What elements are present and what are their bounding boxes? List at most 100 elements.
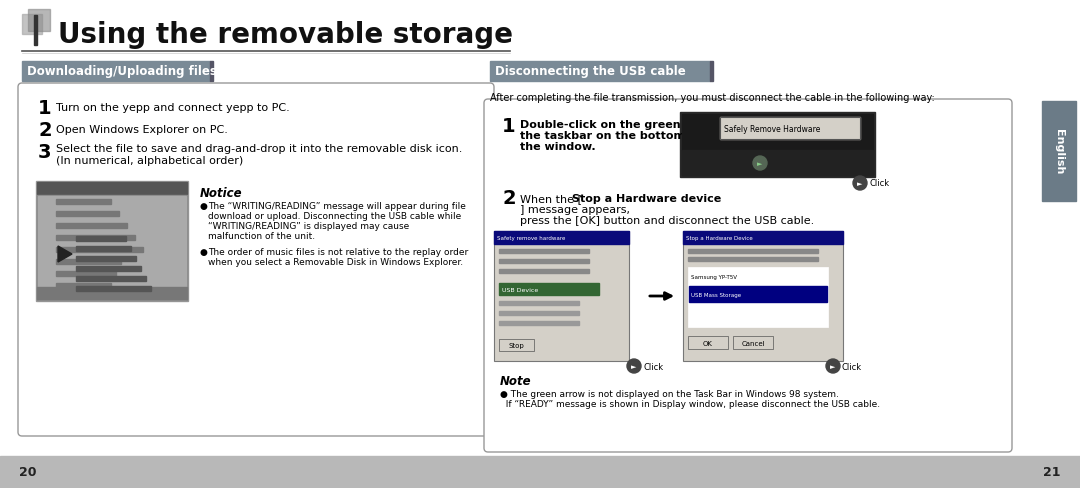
Text: Turn on the yepp and connect yepp to PC.: Turn on the yepp and connect yepp to PC. <box>56 103 289 113</box>
Bar <box>499 339 534 351</box>
Bar <box>720 118 860 140</box>
Bar <box>710 62 713 82</box>
Text: 1: 1 <box>38 98 52 117</box>
Bar <box>76 266 141 271</box>
Text: Click: Click <box>643 362 663 371</box>
Text: ] message appears,: ] message appears, <box>519 204 630 215</box>
Bar <box>76 237 126 242</box>
Bar <box>1042 102 1076 202</box>
Circle shape <box>753 157 767 171</box>
Circle shape <box>853 177 867 191</box>
Bar <box>683 231 843 244</box>
Bar <box>688 336 728 349</box>
Text: 21: 21 <box>1043 466 1061 479</box>
Bar <box>688 336 728 349</box>
Bar <box>37 196 187 301</box>
Bar <box>499 260 589 264</box>
Text: 3: 3 <box>38 143 52 162</box>
Bar <box>499 339 534 351</box>
Text: the taskbar on the bottom right of: the taskbar on the bottom right of <box>519 131 735 141</box>
Circle shape <box>826 359 840 373</box>
Bar <box>33 16 37 46</box>
Bar <box>37 183 187 195</box>
Bar <box>76 276 146 282</box>
Text: ►: ► <box>757 161 762 167</box>
Bar <box>499 302 579 305</box>
Bar <box>37 287 187 299</box>
Bar <box>683 231 843 361</box>
Bar <box>499 284 599 295</box>
Text: 1: 1 <box>502 116 515 135</box>
Text: If “READY” message is shown in Display window, please disconnect the USB cable.: If “READY” message is shown in Display w… <box>500 399 880 408</box>
Text: ●: ● <box>200 247 207 257</box>
Bar <box>499 321 579 325</box>
Circle shape <box>627 359 642 373</box>
Bar <box>733 336 773 349</box>
Text: Downloading/Uploading files: Downloading/Uploading files <box>27 65 217 79</box>
Text: download or upload. Disconnecting the USB cable while: download or upload. Disconnecting the US… <box>208 212 461 221</box>
Bar <box>22 62 210 82</box>
Bar <box>56 212 119 217</box>
Text: When the [: When the [ <box>519 194 585 203</box>
Polygon shape <box>58 246 72 263</box>
Text: After completing the file transmission, you must disconnect the cable in the fol: After completing the file transmission, … <box>490 93 935 103</box>
FancyBboxPatch shape <box>484 100 1012 452</box>
Text: 2: 2 <box>502 188 515 207</box>
Bar <box>494 231 629 361</box>
Text: ►: ► <box>858 181 863 186</box>
Text: English: English <box>1054 129 1064 174</box>
Text: Stop: Stop <box>508 342 524 348</box>
Text: Notice: Notice <box>200 186 243 200</box>
Text: when you select a Removable Disk in Windows Explorer.: when you select a Removable Disk in Wind… <box>208 258 463 266</box>
Text: OK: OK <box>703 340 713 346</box>
Bar <box>56 284 111 288</box>
Text: ● The green arrow is not displayed on the Task Bar in Windows 98 system.: ● The green arrow is not displayed on th… <box>500 389 839 398</box>
Text: Stop a Hardware Device: Stop a Hardware Device <box>686 236 753 241</box>
Text: Select the file to save and drag-and-drop it into the removable disk icon.: Select the file to save and drag-and-dro… <box>56 143 462 154</box>
Text: Cancel: Cancel <box>741 340 765 346</box>
Text: ►: ► <box>831 363 836 369</box>
Text: USB Device: USB Device <box>502 287 538 292</box>
Bar <box>56 224 127 228</box>
Bar <box>56 247 143 252</box>
Bar <box>210 62 213 82</box>
Bar <box>688 258 818 262</box>
Bar <box>56 200 111 204</box>
Text: Safety remove hardware: Safety remove hardware <box>497 236 565 241</box>
Text: “WRITING/READING” is displayed may cause: “WRITING/READING” is displayed may cause <box>208 222 409 230</box>
Text: 20: 20 <box>19 466 37 479</box>
Text: Note: Note <box>500 374 531 387</box>
Bar <box>76 286 151 291</box>
Bar <box>681 151 873 176</box>
Bar <box>22 15 42 35</box>
Text: Open Windows Explorer on PC.: Open Windows Explorer on PC. <box>56 125 228 135</box>
Bar <box>38 197 186 299</box>
Text: Click: Click <box>869 179 889 188</box>
Bar <box>681 115 873 176</box>
Bar <box>689 286 827 303</box>
Text: The order of music files is not relative to the replay order: The order of music files is not relative… <box>208 247 469 257</box>
Text: ●: ● <box>200 202 207 210</box>
Bar <box>680 113 875 178</box>
Text: malfunction of the unit.: malfunction of the unit. <box>208 231 315 241</box>
Bar <box>499 249 589 253</box>
Text: Samsung YP-T5V: Samsung YP-T5V <box>691 274 737 279</box>
Text: the window.: the window. <box>519 142 596 152</box>
Text: Safely Remove Hardware: Safely Remove Hardware <box>724 124 821 133</box>
Bar <box>76 246 131 251</box>
Bar <box>56 271 116 276</box>
Text: 2: 2 <box>38 120 52 139</box>
Text: USB Mass Storage: USB Mass Storage <box>691 292 741 297</box>
Bar <box>0 456 1080 488</box>
Bar <box>499 311 579 315</box>
Bar <box>56 260 121 264</box>
Text: Disconnecting the USB cable: Disconnecting the USB cable <box>495 65 686 79</box>
Text: Using the removable storage: Using the removable storage <box>58 21 513 49</box>
Bar <box>499 269 589 273</box>
Text: ►: ► <box>632 363 637 369</box>
FancyBboxPatch shape <box>18 84 494 436</box>
Text: (In numerical, alphabetical order): (In numerical, alphabetical order) <box>56 156 243 165</box>
Text: Double-click on the green arrow in: Double-click on the green arrow in <box>519 120 737 130</box>
Bar <box>688 249 818 253</box>
Bar <box>494 231 629 244</box>
